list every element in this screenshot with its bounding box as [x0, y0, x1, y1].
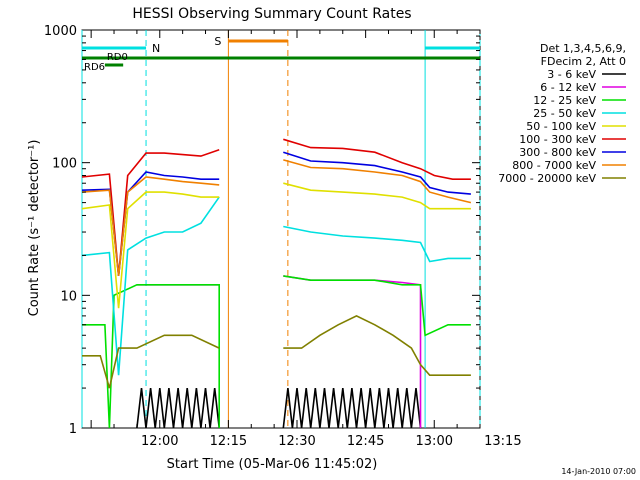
series-line [283, 159, 472, 204]
series-line [283, 225, 471, 263]
series-line [283, 275, 471, 337]
series-line [283, 138, 471, 180]
y-tick-label: 100 [52, 157, 77, 172]
x-tick-label: 12:30 [278, 434, 315, 449]
y-tick-label: 10 [60, 289, 77, 304]
legend: Det 1,3,4,5,6,9, FDecim 2, Att 0 3 - 6 k… [498, 42, 626, 185]
series-line [282, 388, 422, 429]
series-0 [136, 388, 422, 429]
series-line [136, 388, 220, 429]
legend-entry-label: 100 - 300 keV [519, 133, 596, 146]
legend-entry-label: 300 - 800 keV [519, 146, 596, 159]
x-tick-label: 13:00 [416, 434, 453, 449]
saa-label: S [214, 35, 221, 48]
rd0-label: RD0 [107, 52, 128, 63]
series-6 [81, 151, 471, 276]
y-axis-label: Count Rate (s⁻¹ detector⁻¹) [27, 140, 42, 317]
series-8 [82, 315, 471, 389]
series-4 [81, 182, 471, 309]
x-axis: 12:00 12:15 12:30 12:45 13:00 13:15 [90, 30, 522, 449]
legend-entry-label: 50 - 100 keV [526, 120, 596, 133]
series-line [81, 149, 220, 276]
series-line [82, 283, 220, 429]
rd6-label: RD6 [84, 62, 105, 73]
night-label: N [152, 42, 160, 55]
legend-entry-label: 25 - 50 keV [533, 107, 596, 120]
y-axis: 1 10 100 1000 [44, 24, 480, 437]
series-line [81, 196, 220, 376]
chart-title: HESSI Observing Summary Count Rates [132, 6, 411, 22]
series-5 [81, 138, 471, 276]
legend-entry-label: 800 - 7000 keV [512, 159, 596, 172]
series-7 [81, 159, 472, 276]
x-axis-label: Start Time (05-Mar-06 11:45:02) [167, 457, 378, 472]
legend-entry-label: 7000 - 20000 keV [498, 172, 596, 185]
y-tick-label: 1 [69, 422, 77, 437]
series-layer [81, 138, 472, 429]
y-tick-label: 1000 [44, 24, 77, 39]
legend-header-1: Det 1,3,4,5,6,9, [540, 42, 626, 55]
series-3 [81, 196, 471, 376]
series-line [283, 151, 471, 195]
series-line [81, 191, 220, 309]
x-tick-label: 12:00 [141, 434, 178, 449]
legend-entry-label: 12 - 25 keV [533, 94, 596, 107]
x-tick-label: 12:15 [210, 434, 247, 449]
series-2 [82, 275, 471, 429]
series-line [283, 315, 471, 377]
footer-date: 14-Jan-2010 07:00 [561, 467, 636, 476]
legend-entry-label: 6 - 12 keV [540, 81, 596, 94]
legend-header-2: FDecim 2, Att 0 [541, 55, 626, 68]
x-tick-label: 12:45 [347, 434, 384, 449]
series-line [82, 334, 220, 389]
series-line [283, 182, 471, 210]
x-tick-label: 13:15 [484, 434, 521, 449]
series-line [81, 176, 220, 276]
legend-entry-label: 3 - 6 keV [547, 68, 596, 81]
